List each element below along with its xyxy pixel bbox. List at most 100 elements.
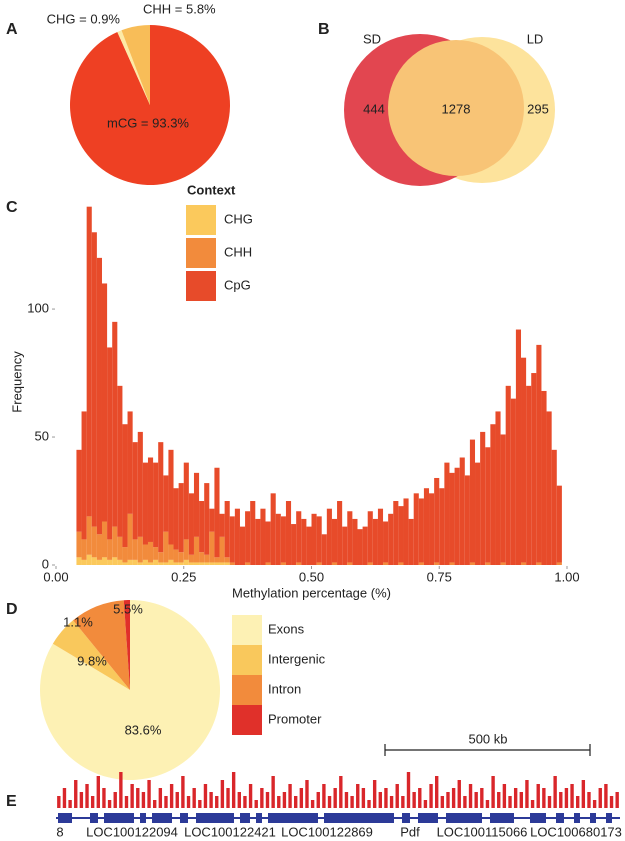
x-tick-label: 0.75	[427, 569, 452, 584]
histogram-bar	[158, 442, 164, 553]
histogram-bar	[510, 398, 516, 565]
gene-block	[58, 813, 72, 823]
track-bar	[119, 772, 123, 808]
gene-block	[556, 813, 564, 823]
gene-label: LOC100122869	[281, 824, 373, 839]
histogram-bar	[367, 562, 373, 565]
track-bar	[136, 788, 140, 808]
track-bar	[294, 796, 298, 808]
histogram-bar	[132, 559, 138, 565]
histogram-bar	[556, 562, 562, 565]
histogram-bar	[86, 206, 92, 517]
histogram-bar	[413, 493, 419, 565]
track-bar	[102, 788, 106, 808]
histogram-bar	[209, 562, 215, 565]
histogram-bar	[183, 539, 189, 560]
histogram-bar	[500, 434, 506, 563]
histogram-bar	[505, 385, 511, 565]
histogram-bar	[536, 562, 542, 565]
x-tick-label: 0.50	[299, 569, 324, 584]
track-bar	[587, 792, 591, 808]
track-bar	[85, 784, 89, 808]
track-bar	[418, 788, 422, 808]
track-bar	[203, 784, 208, 808]
histogram-bar	[188, 562, 194, 565]
histogram-bar	[388, 513, 394, 565]
histogram-bar	[521, 357, 527, 563]
histogram-bar	[229, 562, 235, 565]
track-bar	[282, 792, 287, 808]
histogram-bar	[214, 467, 220, 558]
track-bar	[395, 784, 399, 808]
track-bar	[113, 792, 117, 808]
histogram-bar	[556, 485, 562, 563]
histogram-bar	[199, 552, 205, 563]
scale-bar	[384, 744, 591, 756]
histogram-bar	[137, 562, 143, 565]
histogram-bar	[76, 531, 82, 558]
histogram-bar	[296, 562, 302, 565]
track-bar	[226, 788, 230, 808]
histogram-bar	[255, 518, 261, 565]
legend-label: Exons	[268, 621, 305, 636]
track-bar	[310, 800, 315, 808]
histogram-bar	[383, 562, 389, 565]
histogram-bar	[464, 475, 470, 565]
gene-block	[490, 813, 514, 823]
histogram-bar	[204, 483, 210, 555]
histogram-bar	[398, 562, 404, 565]
gene-label: 8	[56, 824, 63, 839]
histogram-bar	[449, 562, 455, 565]
histogram-bar	[158, 562, 164, 565]
histogram-bar	[101, 521, 108, 558]
histogram-bar	[331, 562, 338, 565]
histogram-bar	[193, 536, 200, 563]
track-bar	[209, 792, 213, 808]
track-bar	[299, 788, 304, 808]
track-bar	[480, 788, 484, 808]
histogram-bar	[107, 347, 113, 540]
histogram-bar	[91, 557, 97, 565]
legend-label: Intergenic	[268, 651, 326, 666]
histogram-bar	[107, 539, 113, 560]
set-label: LD	[527, 31, 544, 46]
track-bar	[305, 780, 309, 808]
pie-slice	[73, 600, 130, 690]
track-bar	[525, 780, 529, 808]
histogram-bar	[316, 516, 322, 563]
slice-label: 9.8%	[77, 653, 107, 668]
histogram-bar	[459, 457, 465, 565]
histogram-bar	[147, 541, 154, 563]
histogram-bar	[183, 559, 189, 565]
track-bar	[372, 780, 377, 808]
histogram-bar	[326, 508, 332, 565]
gene-track	[56, 813, 620, 823]
slice-label: 83.6%	[125, 722, 162, 737]
track-bar	[186, 796, 191, 808]
track-bar	[576, 796, 580, 808]
pie-slice	[52, 620, 130, 690]
histogram-bar	[112, 526, 118, 558]
track-bar	[327, 796, 332, 808]
histogram-bar	[178, 483, 184, 553]
panel-label: C	[6, 199, 18, 216]
track-bar	[463, 796, 467, 808]
histogram-bar	[234, 508, 240, 565]
histogram-bar	[316, 562, 322, 565]
y-tick-label: 50	[35, 428, 49, 443]
slice-label: CHH = 5.8%	[143, 1, 216, 16]
track-bar	[367, 800, 371, 808]
legend-label: Promoter	[268, 711, 322, 726]
histogram-bar	[76, 449, 82, 532]
venn-count: 1278	[442, 101, 471, 116]
track-bar	[271, 776, 275, 808]
legend-label: CpG	[224, 277, 251, 292]
venn-count: 295	[527, 101, 549, 116]
panel-label: B	[318, 21, 330, 38]
histogram-bar	[86, 516, 92, 555]
x-tick-label: 0.00	[43, 569, 68, 584]
panel-label: E	[6, 793, 17, 810]
gene-block	[418, 813, 438, 823]
gene-block	[324, 813, 394, 823]
